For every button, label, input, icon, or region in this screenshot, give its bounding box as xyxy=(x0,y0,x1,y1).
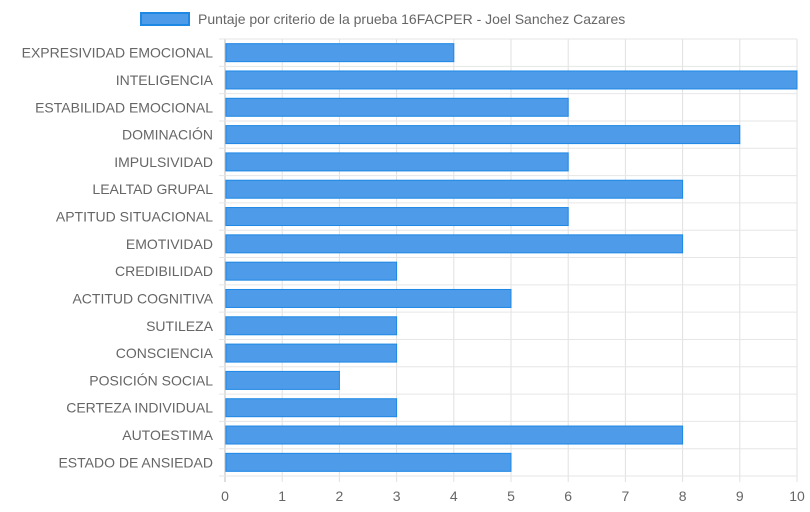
x-tick-label: 0 xyxy=(221,488,229,504)
x-tick-label: 3 xyxy=(393,488,401,504)
bar xyxy=(225,261,398,281)
x-tick-label: 9 xyxy=(736,488,744,504)
y-category-label: POSICIÓN SOCIAL xyxy=(89,372,213,388)
y-category-label: LEALTAD GRUPAL xyxy=(92,181,213,197)
bar xyxy=(225,398,398,418)
bar xyxy=(225,316,398,336)
y-category-label: SUTILEZA xyxy=(146,318,214,334)
chart-legend[interactable]: Puntaje por criterio de la prueba 16FACP… xyxy=(140,9,625,29)
bar xyxy=(225,179,684,199)
x-tick-label: 5 xyxy=(507,488,515,504)
legend-swatch xyxy=(140,12,190,26)
bar xyxy=(225,43,455,63)
x-tick-label: 6 xyxy=(564,488,572,504)
bar xyxy=(225,370,340,390)
y-category-label: EXPRESIVIDAD EMOCIONAL xyxy=(22,45,214,61)
y-category-label: AUTOESTIMA xyxy=(122,427,213,443)
bar xyxy=(225,207,569,227)
x-tick-label: 2 xyxy=(336,488,344,504)
bar xyxy=(225,234,684,254)
y-category-label: APTITUD SITUACIONAL xyxy=(56,209,213,225)
bar xyxy=(225,452,512,472)
y-category-label: ESTADO DE ANSIEDAD xyxy=(58,454,213,470)
y-category-label: INTELIGENCIA xyxy=(116,72,214,88)
x-tick-label: 10 xyxy=(789,488,805,504)
y-category-label: ESTABILIDAD EMOCIONAL xyxy=(35,99,213,115)
y-category-label: DOMINACIÓN xyxy=(122,127,213,143)
x-tick-label: 4 xyxy=(450,488,458,504)
x-tick-label: 8 xyxy=(679,488,687,504)
x-tick-label: 1 xyxy=(278,488,286,504)
legend-label: Puntaje por criterio de la prueba 16FACP… xyxy=(198,11,626,27)
bar xyxy=(225,288,512,308)
y-category-label: CERTEZA INDIVIDUAL xyxy=(66,400,213,416)
x-tick-label: 7 xyxy=(622,488,630,504)
bar xyxy=(225,343,398,363)
bar xyxy=(225,125,741,145)
bar xyxy=(225,425,684,445)
y-category-label: CONSCIENCIA xyxy=(116,345,214,361)
y-category-label: IMPULSIVIDAD xyxy=(114,154,213,170)
y-category-label: EMOTIVIDAD xyxy=(126,236,213,252)
bar xyxy=(225,97,569,117)
y-category-label: ACTITUD COGNITIVA xyxy=(72,290,213,306)
bar xyxy=(225,70,798,90)
y-category-label: CREDIBILIDAD xyxy=(115,263,213,279)
bar xyxy=(225,152,569,172)
